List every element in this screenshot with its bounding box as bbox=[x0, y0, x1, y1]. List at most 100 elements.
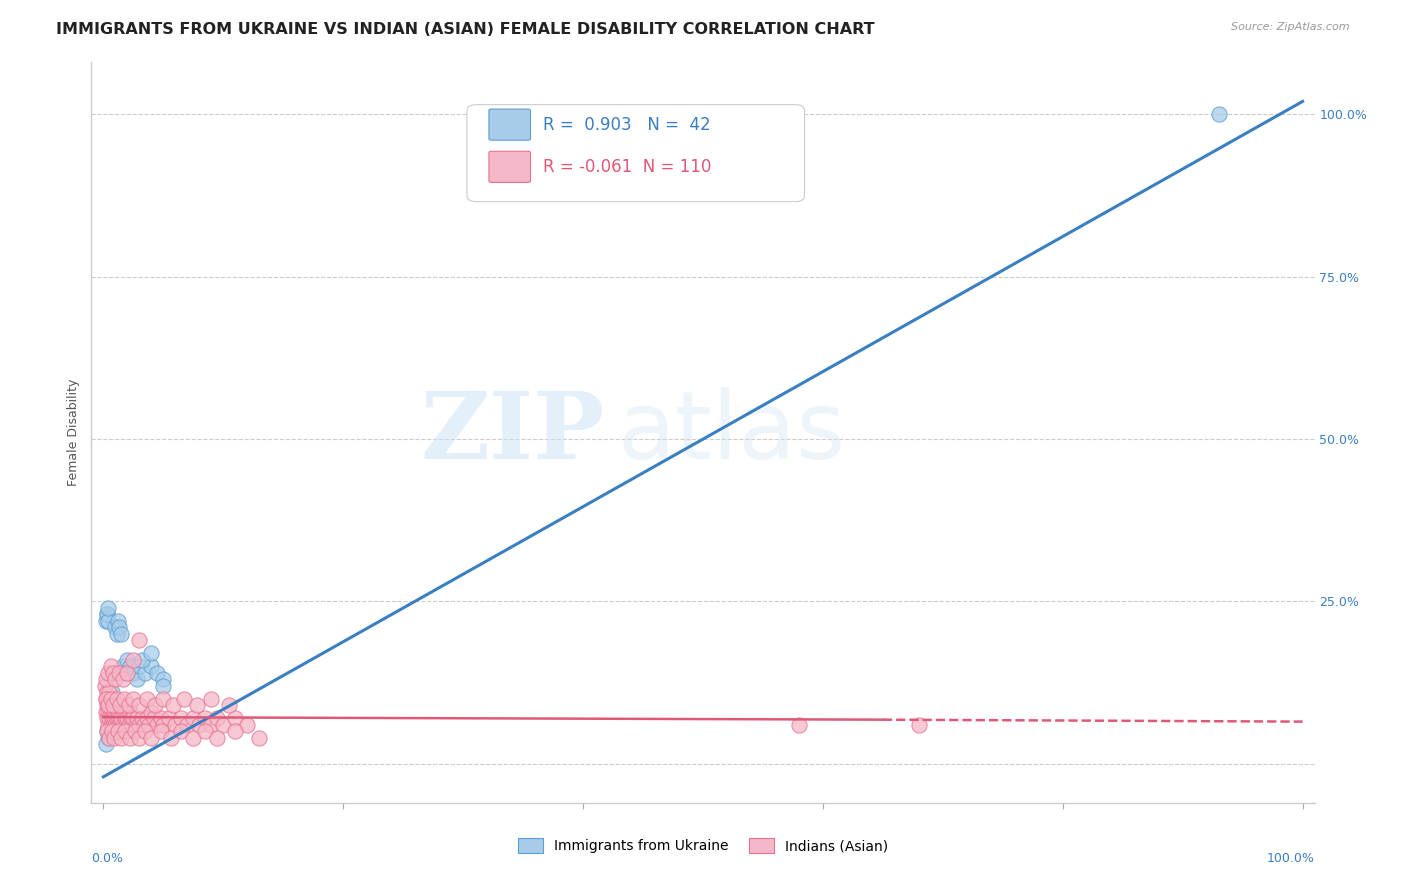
Point bbox=[200, 692, 222, 706]
Text: 100.0%: 100.0% bbox=[1267, 852, 1315, 865]
FancyBboxPatch shape bbox=[489, 152, 530, 182]
Point bbox=[96, 607, 118, 622]
Point bbox=[122, 665, 145, 680]
Point bbox=[207, 731, 229, 745]
Point bbox=[170, 711, 193, 725]
Point bbox=[128, 659, 150, 673]
Point bbox=[104, 705, 127, 719]
Point bbox=[101, 711, 124, 725]
Point bbox=[107, 724, 129, 739]
Point bbox=[104, 673, 127, 687]
Point bbox=[152, 718, 174, 732]
Point bbox=[152, 679, 174, 693]
Point bbox=[117, 718, 139, 732]
Text: Source: ZipAtlas.com: Source: ZipAtlas.com bbox=[1232, 22, 1350, 32]
Point bbox=[141, 659, 163, 673]
Point bbox=[94, 692, 117, 706]
Point bbox=[186, 698, 208, 713]
Point bbox=[194, 724, 217, 739]
Point bbox=[125, 673, 148, 687]
Point bbox=[107, 614, 129, 628]
Point bbox=[96, 724, 118, 739]
Point bbox=[188, 718, 211, 732]
Point bbox=[173, 692, 195, 706]
Point bbox=[134, 724, 156, 739]
Point bbox=[98, 705, 121, 719]
Point bbox=[110, 711, 132, 725]
Point bbox=[101, 685, 124, 699]
Point bbox=[122, 653, 145, 667]
Point bbox=[122, 692, 145, 706]
Point bbox=[108, 620, 131, 634]
Point bbox=[224, 724, 246, 739]
Point bbox=[104, 705, 127, 719]
Point bbox=[111, 659, 134, 673]
Point bbox=[93, 679, 115, 693]
Point bbox=[103, 731, 125, 745]
Point bbox=[100, 718, 122, 732]
Point bbox=[96, 607, 118, 622]
Point bbox=[125, 718, 148, 732]
Text: IMMIGRANTS FROM UKRAINE VS INDIAN (ASIAN) FEMALE DISABILITY CORRELATION CHART: IMMIGRANTS FROM UKRAINE VS INDIAN (ASIAN… bbox=[56, 22, 875, 37]
Point bbox=[101, 711, 124, 725]
Point bbox=[183, 711, 205, 725]
Point bbox=[112, 705, 135, 719]
Point bbox=[100, 705, 122, 719]
Point bbox=[101, 698, 124, 713]
Point bbox=[98, 692, 121, 706]
Text: ZIP: ZIP bbox=[420, 388, 605, 477]
Point bbox=[94, 673, 117, 687]
Point bbox=[101, 724, 124, 739]
Point bbox=[194, 711, 217, 725]
Point bbox=[131, 711, 153, 725]
Point bbox=[131, 653, 153, 667]
Point bbox=[97, 698, 120, 713]
Point bbox=[107, 705, 129, 719]
Point bbox=[104, 620, 127, 634]
Point bbox=[787, 718, 810, 732]
Point bbox=[152, 673, 174, 687]
Point bbox=[96, 698, 118, 713]
Text: R =  0.903   N =  42: R = 0.903 N = 42 bbox=[543, 116, 710, 134]
Point bbox=[101, 665, 124, 680]
Point bbox=[207, 711, 229, 725]
Point bbox=[134, 718, 156, 732]
Point bbox=[94, 737, 117, 751]
Text: R = -0.061  N = 110: R = -0.061 N = 110 bbox=[543, 158, 711, 176]
Point bbox=[108, 711, 131, 725]
Point bbox=[159, 731, 181, 745]
Point bbox=[96, 724, 118, 739]
Point bbox=[908, 718, 931, 732]
Point bbox=[108, 698, 131, 713]
FancyBboxPatch shape bbox=[489, 109, 530, 140]
Point bbox=[114, 718, 136, 732]
Point bbox=[94, 705, 117, 719]
Point bbox=[107, 718, 129, 732]
Point bbox=[115, 718, 138, 732]
Point bbox=[100, 705, 122, 719]
Point bbox=[212, 718, 235, 732]
Point bbox=[200, 718, 222, 732]
Point bbox=[100, 659, 122, 673]
Point bbox=[100, 698, 122, 713]
Point bbox=[157, 711, 180, 725]
Point bbox=[135, 692, 157, 706]
Point bbox=[236, 718, 259, 732]
Point bbox=[103, 698, 125, 713]
Point bbox=[108, 718, 131, 732]
Point bbox=[149, 724, 172, 739]
Point bbox=[125, 711, 148, 725]
Point bbox=[100, 718, 122, 732]
Point bbox=[96, 685, 118, 699]
Point bbox=[111, 718, 134, 732]
Point bbox=[118, 705, 141, 719]
Point bbox=[134, 665, 156, 680]
Point bbox=[118, 731, 141, 745]
Point bbox=[114, 724, 136, 739]
Point bbox=[101, 711, 124, 725]
Point bbox=[128, 731, 150, 745]
Point bbox=[98, 685, 121, 699]
Point bbox=[224, 711, 246, 725]
Point bbox=[107, 724, 129, 739]
Point bbox=[142, 711, 165, 725]
